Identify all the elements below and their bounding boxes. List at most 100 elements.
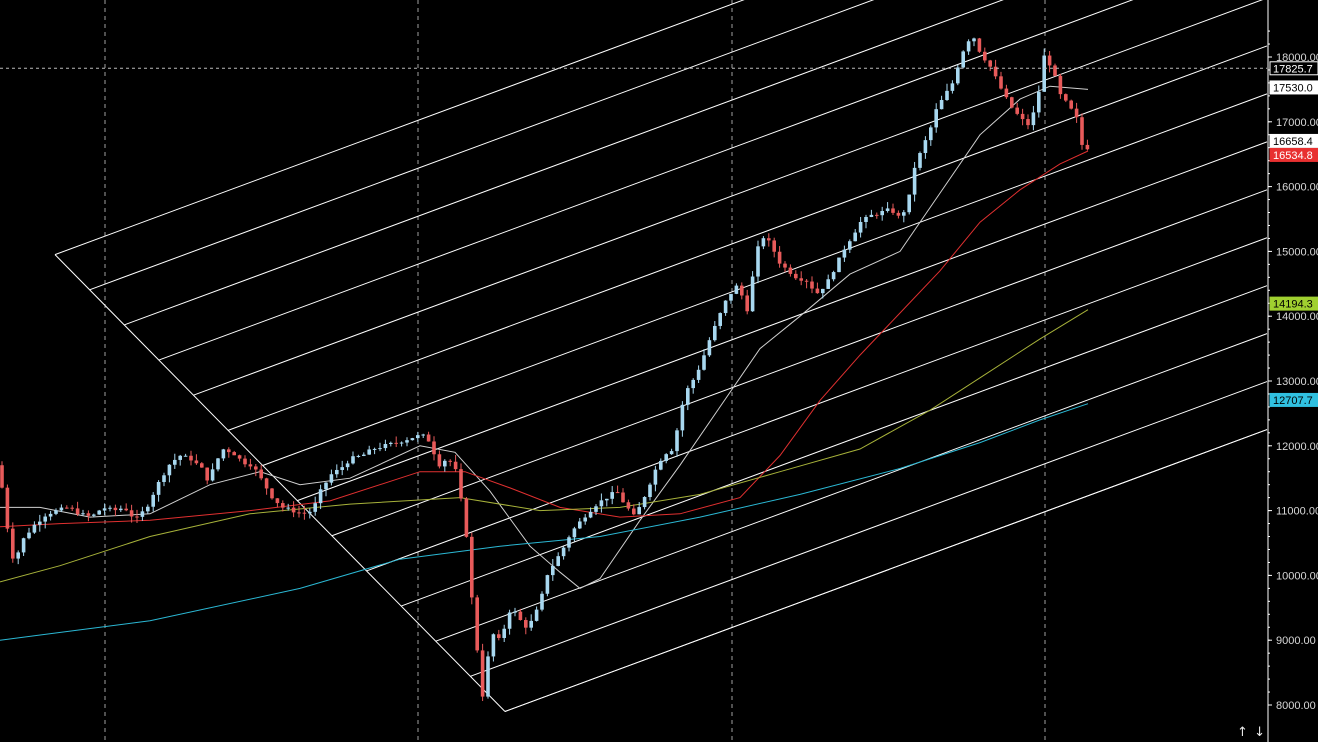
price-tag-label: 17825.7 xyxy=(1273,63,1313,75)
candle-body xyxy=(551,565,555,576)
candle-body xyxy=(696,369,701,380)
candle-body xyxy=(281,503,285,508)
candles xyxy=(0,37,1090,702)
fan-line xyxy=(331,189,1268,537)
candle-body xyxy=(524,620,528,628)
candle-body xyxy=(156,481,161,495)
moving-average-line xyxy=(0,309,1089,583)
candle-body xyxy=(761,238,766,247)
candle-body xyxy=(59,507,64,511)
scroll-down-icon[interactable]: ↓ xyxy=(1254,725,1266,740)
candle-body xyxy=(848,241,852,250)
price-tag-label: 14194.3 xyxy=(1273,299,1313,311)
fan-line xyxy=(297,141,1268,502)
candle-body xyxy=(11,528,15,559)
candle-body xyxy=(486,656,490,697)
candle-body xyxy=(880,210,884,216)
candle-body xyxy=(632,508,636,515)
fan-line xyxy=(54,0,745,256)
candle-body xyxy=(297,512,301,514)
candle-body xyxy=(804,280,809,282)
candle-body xyxy=(615,492,620,494)
candle-body xyxy=(1069,100,1073,109)
fan-line xyxy=(435,333,1268,642)
candle-body xyxy=(232,452,236,456)
candle-body xyxy=(961,51,965,68)
candle-body xyxy=(972,38,976,42)
candle-body xyxy=(1074,108,1079,118)
candle-body xyxy=(194,460,199,464)
candle-body xyxy=(345,463,350,468)
candle-body xyxy=(362,454,366,456)
candle-body xyxy=(453,461,458,470)
candle-body xyxy=(1037,91,1041,113)
candle-body xyxy=(162,475,166,482)
candle-body xyxy=(750,276,755,312)
candle-body xyxy=(146,506,150,512)
candle-body xyxy=(534,609,539,621)
candle-body xyxy=(999,76,1003,89)
candle-body xyxy=(642,497,647,508)
candle-body xyxy=(329,474,334,483)
candle-body xyxy=(86,513,91,516)
candle-body xyxy=(367,449,371,455)
candle-body xyxy=(1026,119,1030,126)
candle-body xyxy=(934,109,938,128)
price-tag-label: 16658.4 xyxy=(1273,136,1313,148)
candle-body xyxy=(1047,55,1052,66)
candle-body xyxy=(945,90,949,101)
candle-body xyxy=(189,455,193,461)
candle-body xyxy=(410,438,415,441)
candle-body xyxy=(745,295,749,312)
candle-body xyxy=(821,288,825,294)
fan-diagonal xyxy=(54,254,506,712)
candle-body xyxy=(497,634,501,638)
candle-body xyxy=(621,492,625,503)
candle-body xyxy=(426,434,431,442)
candle-body xyxy=(950,83,955,91)
candle-body xyxy=(588,511,593,518)
scroll-arrows[interactable]: ↑ ↓ xyxy=(1237,725,1266,740)
candle-body xyxy=(918,153,922,168)
candle-body xyxy=(372,448,377,450)
price-tick-label: 9000.00 xyxy=(1276,635,1316,647)
candle-body xyxy=(956,67,960,84)
candle-body xyxy=(718,313,722,326)
candle-body xyxy=(340,467,344,470)
candle-body xyxy=(637,507,641,515)
candle-body xyxy=(308,511,312,514)
candle-body xyxy=(810,281,814,289)
candle-body xyxy=(691,379,695,389)
candle-body xyxy=(653,469,658,485)
candle-body xyxy=(389,442,393,444)
price-tick-label: 11000.00 xyxy=(1276,506,1318,518)
candle-body xyxy=(124,508,128,511)
gann-fan xyxy=(54,0,1268,712)
scroll-up-icon[interactable]: ↑ xyxy=(1237,725,1249,740)
candle-body xyxy=(324,482,328,490)
price-tick-label: 12000.00 xyxy=(1276,441,1318,453)
candle-body xyxy=(923,140,928,154)
candle-body xyxy=(54,510,58,514)
candle-body xyxy=(221,449,226,459)
candle-body xyxy=(459,469,463,499)
price-axis[interactable]: 8000.00 9000.00 10000.00 11000.00 12000.00 13… xyxy=(1267,0,1318,742)
candle-body xyxy=(578,521,582,529)
candle-body xyxy=(264,478,269,489)
candle-body xyxy=(518,611,523,621)
candle-body xyxy=(178,455,182,460)
candle-body xyxy=(864,216,868,222)
price-tick-label: 8000.00 xyxy=(1276,700,1316,712)
moving-averages xyxy=(0,85,1089,641)
candle-body xyxy=(686,388,690,405)
candle-body xyxy=(275,498,280,504)
candle-body xyxy=(491,634,496,657)
candle-body xyxy=(5,487,10,529)
price-tick-label: 16000.00 xyxy=(1276,182,1318,194)
candle-body xyxy=(875,214,879,216)
candle-body xyxy=(443,460,447,467)
candle-body xyxy=(669,451,674,455)
candle-body xyxy=(470,536,474,598)
candle-body xyxy=(200,463,204,468)
